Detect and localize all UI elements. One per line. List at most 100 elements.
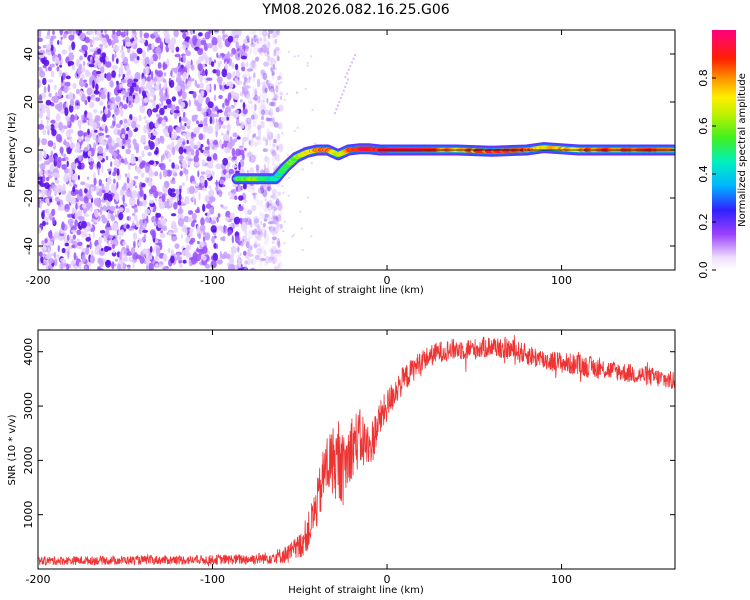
noise-speckle	[221, 68, 228, 78]
noise-speckle	[87, 193, 93, 200]
noise-speckle	[48, 258, 55, 264]
noise-speckle	[264, 50, 269, 57]
noise-speckle	[160, 230, 163, 234]
noise-speckle	[167, 152, 172, 159]
noise-speckle	[175, 188, 180, 196]
noise-speckle	[154, 171, 159, 177]
spectrogram-x-tick-label: 0	[384, 274, 391, 287]
noise-speckle	[198, 82, 205, 89]
spectrogram-y-tick-label: 40	[22, 47, 35, 61]
noise-speckle	[93, 90, 100, 95]
noise-speckle	[152, 216, 157, 223]
noise-speckle	[164, 33, 171, 39]
noise-speckle	[200, 217, 205, 226]
noise-speckle	[94, 36, 99, 41]
noise-speckle	[105, 260, 112, 268]
noise-speckle	[62, 183, 66, 192]
noise-speckle	[246, 38, 250, 43]
noise-speckle	[268, 256, 273, 263]
noise-speckle	[277, 191, 282, 197]
noise-speckle	[247, 237, 250, 244]
noise-speckle	[247, 248, 251, 257]
noise-speckle	[131, 190, 138, 199]
noise-speckle	[253, 215, 259, 223]
noise-speckle	[271, 230, 277, 236]
noise-speckle	[126, 216, 130, 221]
noise-speckle	[120, 188, 123, 197]
spectrogram-x-tick-label: -100	[200, 274, 225, 287]
noise-speckle	[253, 104, 258, 111]
noise-speckle	[126, 264, 131, 268]
noise-speckle	[115, 258, 119, 262]
noise-speckle	[91, 122, 98, 129]
noise-speckle	[270, 67, 273, 72]
noise-speckle	[254, 254, 260, 260]
noise-speckle	[72, 208, 78, 214]
noise-speckle	[247, 185, 252, 193]
noise-speckle	[191, 78, 195, 82]
noise-speckle	[249, 31, 255, 35]
noise-speckle	[98, 132, 105, 136]
noise-speckle	[93, 197, 100, 207]
noise-speckle	[258, 246, 265, 254]
noise-speckle	[272, 63, 276, 70]
noise-speckle	[116, 149, 120, 155]
noise-speckle	[78, 79, 85, 87]
noise-speckle	[89, 43, 93, 48]
noise-speckle	[215, 185, 219, 194]
noise-speckle	[153, 222, 157, 227]
spectrogram-x-tick-label: -200	[26, 274, 51, 287]
spectrogram-y-tick-label: -40	[22, 237, 35, 255]
noise-speckle	[207, 101, 214, 109]
noise-speckle	[260, 102, 266, 108]
noise-speckle	[125, 148, 131, 155]
noise-speckle	[76, 67, 83, 75]
noise-speckle	[259, 199, 264, 208]
noise-speckle	[168, 158, 172, 162]
noise-speckle	[267, 80, 272, 89]
noise-speckle	[69, 142, 76, 149]
noise-speckle	[256, 224, 261, 229]
noise-speckle	[50, 119, 56, 124]
noise-speckle	[214, 106, 219, 112]
noise-speckle	[146, 46, 150, 52]
noise-speckle	[99, 230, 106, 234]
noise-speckle	[141, 90, 146, 97]
noise-speckle	[79, 32, 85, 42]
noise-speckle	[278, 82, 281, 85]
noise-speckle	[199, 182, 202, 189]
noise-speckle	[135, 145, 139, 154]
noise-speckle	[85, 236, 91, 242]
noise-speckle	[50, 63, 56, 68]
noise-speckle	[243, 199, 248, 204]
noise-speckle	[311, 108, 314, 112]
noise-speckle	[200, 55, 203, 61]
noise-speckle	[243, 207, 250, 216]
noise-speckle	[266, 57, 271, 62]
noise-speckle	[219, 84, 222, 90]
noise-speckle	[56, 253, 60, 261]
noise-speckle	[201, 187, 207, 192]
noise-speckle	[229, 223, 233, 227]
noise-speckle	[95, 137, 99, 146]
noise-speckle	[39, 82, 42, 87]
noise-speckle	[248, 218, 252, 225]
noise-speckle	[43, 150, 47, 159]
noise-speckle	[233, 92, 240, 101]
noise-speckle	[176, 252, 181, 257]
noise-speckle	[301, 248, 304, 252]
noise-speckle	[61, 75, 64, 83]
noise-speckle	[84, 146, 89, 152]
noise-speckle	[221, 143, 224, 149]
noise-speckle	[251, 192, 258, 196]
noise-speckle	[208, 185, 212, 190]
noise-speckle	[102, 151, 106, 158]
noise-speckle	[232, 71, 236, 80]
noise-speckle	[50, 44, 54, 52]
noise-speckle	[196, 83, 200, 89]
noise-speckle	[250, 103, 253, 112]
noise-speckle	[109, 205, 116, 212]
noise-speckle	[140, 172, 145, 178]
noise-speckle	[51, 208, 56, 217]
noise-speckle	[231, 235, 234, 244]
